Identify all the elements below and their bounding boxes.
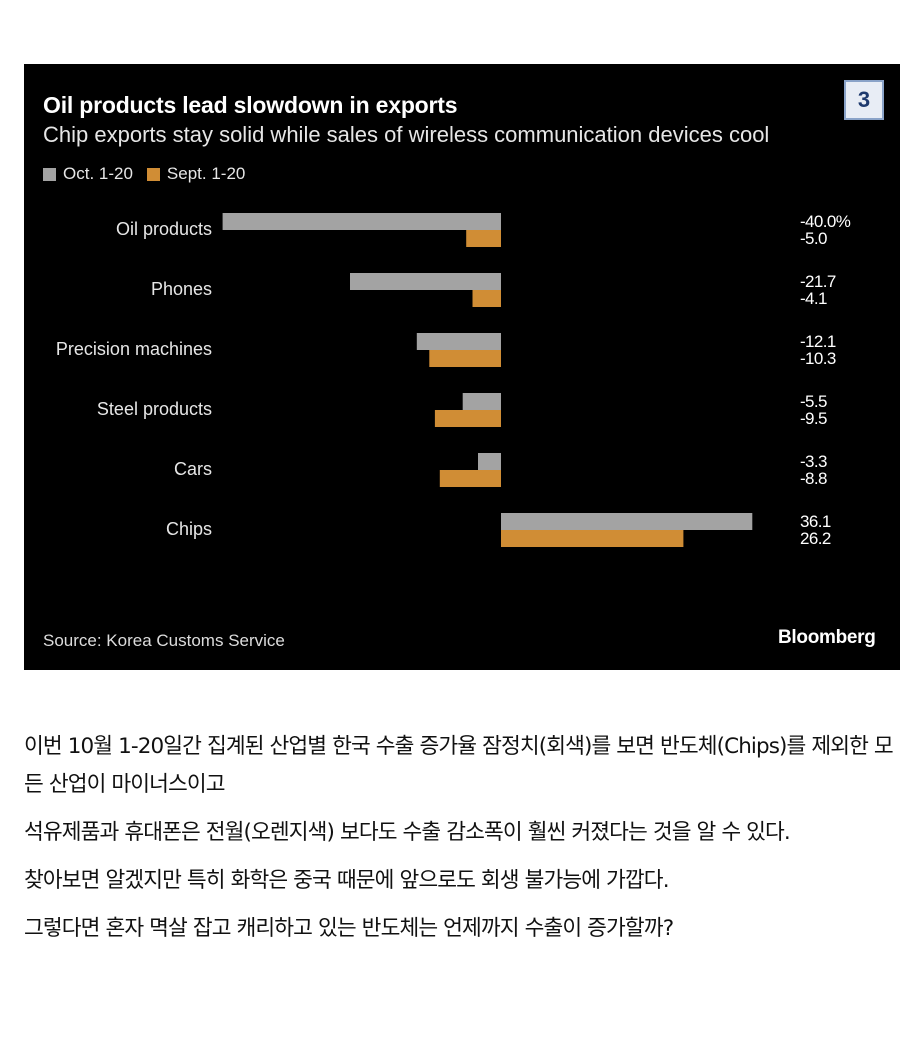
value-label-sept-1-20-cars: -8.8 bbox=[800, 469, 827, 488]
bar-oct-1-20-precision-machines bbox=[416, 333, 501, 350]
bar-sept-1-20-phones bbox=[472, 290, 501, 307]
article-body: 이번 10월 1-20일간 집계된 산업별 한국 수출 증가율 잠정치(회색)를… bbox=[24, 728, 900, 958]
value-label-oct-1-20-cars: -3.3 bbox=[800, 452, 827, 471]
value-label-oct-1-20-steel-products: -5.5 bbox=[800, 392, 827, 411]
bar-sept-1-20-oil-products bbox=[466, 230, 501, 247]
category-label-oil-products: Oil products bbox=[116, 219, 212, 239]
value-label-oct-1-20-chips: 36.1 bbox=[800, 512, 831, 531]
value-label-oct-1-20-phones: -21.7 bbox=[800, 272, 836, 291]
bar-oct-1-20-cars bbox=[478, 453, 501, 470]
value-label-sept-1-20-precision-machines: -10.3 bbox=[800, 349, 836, 368]
bloomberg-logo: Bloomberg bbox=[778, 627, 876, 648]
article-paragraph: 석유제품과 휴대폰은 전월(오렌지색) 보다도 수출 감소폭이 훨씬 커졌다는 … bbox=[24, 820, 791, 845]
bar-oct-1-20-oil-products bbox=[222, 213, 501, 230]
value-label-oct-1-20-precision-machines: -12.1 bbox=[800, 332, 836, 351]
legend-item-oct: Oct. 1-20 bbox=[43, 164, 133, 184]
category-label-steel-products: Steel products bbox=[97, 399, 212, 419]
bar-sept-1-20-chips bbox=[501, 530, 684, 547]
value-label-sept-1-20-oil-products: -5.0 bbox=[800, 229, 827, 248]
value-label-oct-1-20-oil-products: -40.0% bbox=[800, 212, 851, 231]
legend-item-sept: Sept. 1-20 bbox=[146, 164, 246, 184]
article-paragraph: 그렇다면 혼자 멱살 잡고 캐리하고 있는 반도체는 언제까지 수출이 증가할까… bbox=[24, 916, 674, 941]
bar-oct-1-20-phones bbox=[350, 273, 501, 290]
article-paragraph: 이번 10월 1-20일간 집계된 산업별 한국 수출 증가율 잠정치(회색)를… bbox=[24, 734, 894, 797]
value-label-sept-1-20-steel-products: -9.5 bbox=[800, 409, 827, 428]
chart-legend: Oct. 1-20 Sept. 1-20 bbox=[43, 164, 259, 184]
category-label-chips: Chips bbox=[166, 519, 212, 539]
bar-oct-1-20-steel-products bbox=[462, 393, 501, 410]
legend-label-oct: Oct. 1-20 bbox=[63, 164, 133, 183]
page-number-badge: 3 bbox=[844, 80, 884, 120]
value-label-sept-1-20-phones: -4.1 bbox=[800, 289, 827, 308]
category-label-precision-machines: Precision machines bbox=[56, 339, 212, 359]
legend-swatch-oct bbox=[43, 167, 56, 181]
bar-sept-1-20-cars bbox=[439, 470, 501, 487]
bar-sept-1-20-steel-products bbox=[434, 410, 501, 427]
legend-swatch-sept bbox=[146, 167, 160, 181]
category-label-cars: Cars bbox=[174, 459, 212, 479]
chart-panel: Oil products lead slowdown in exports Ch… bbox=[24, 64, 900, 670]
bar-oct-1-20-chips bbox=[501, 513, 753, 530]
chart-subtitle: Chip exports stay solid while sales of w… bbox=[43, 122, 770, 147]
bar-chart: Oil products -40.0%-5.0 Phones -21.7-4.1 Pre… bbox=[56, 212, 851, 548]
category-label-phones: Phones bbox=[151, 279, 212, 299]
article-paragraph: 찾아보면 알겠지만 특히 화학은 중국 때문에 앞으로도 회생 불가능에 가깝다… bbox=[24, 868, 670, 893]
legend-label-sept: Sept. 1-20 bbox=[166, 164, 246, 183]
source-note: Source: Korea Customs Service bbox=[43, 631, 285, 650]
bar-sept-1-20-precision-machines bbox=[429, 350, 501, 367]
chart-title: Oil products lead slowdown in exports bbox=[43, 92, 458, 118]
value-label-sept-1-20-chips: 26.2 bbox=[800, 529, 831, 548]
